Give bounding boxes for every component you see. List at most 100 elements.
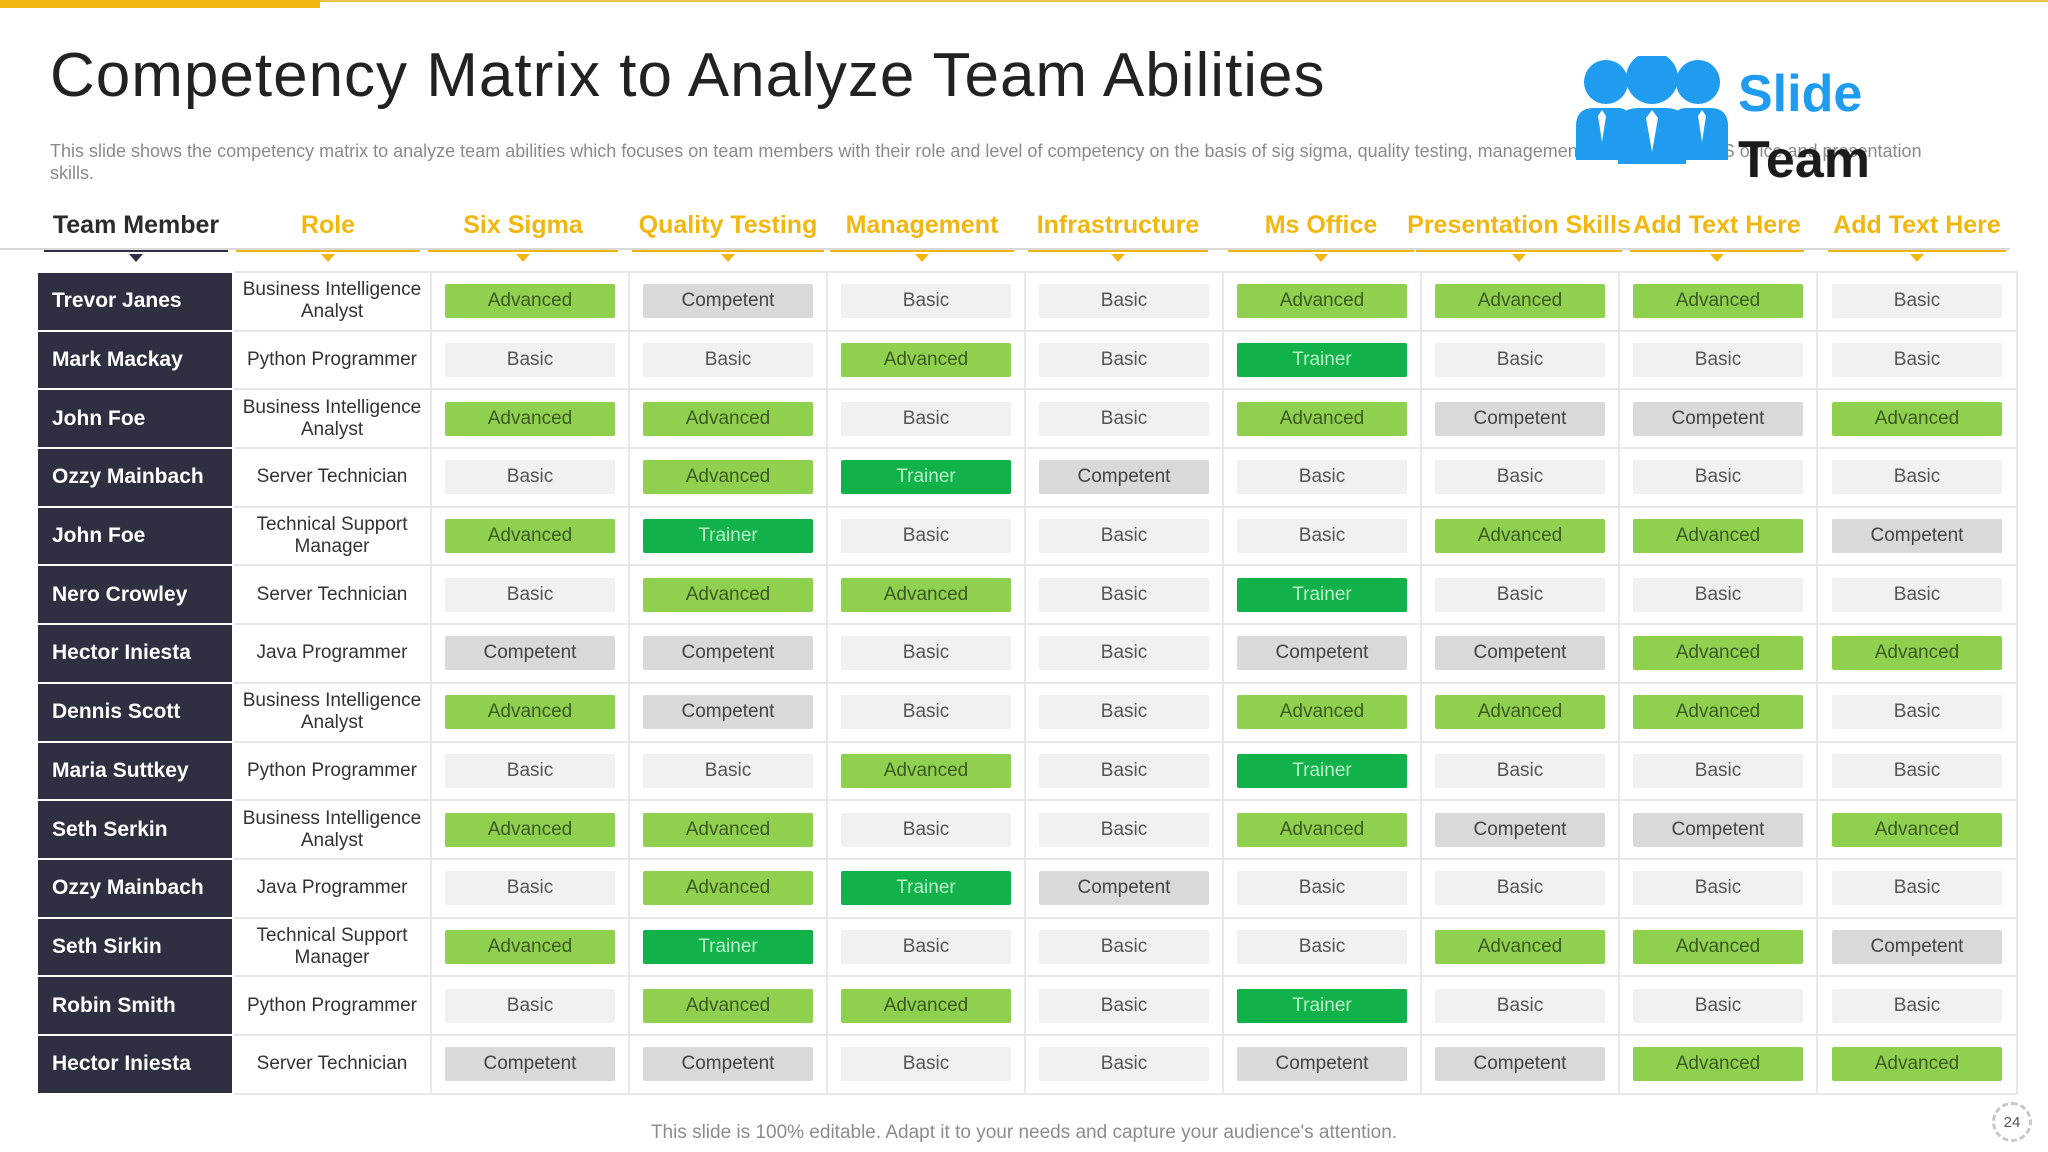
competency-level-badge: Basic bbox=[1832, 460, 2002, 495]
competency-level-badge: Advanced bbox=[643, 401, 813, 436]
skill-cell: Competent bbox=[1024, 857, 1224, 919]
competency-level-badge: Basic bbox=[1435, 988, 1605, 1023]
skill-cell: Advanced bbox=[1618, 1033, 1818, 1095]
skill-cell: Basic bbox=[826, 681, 1026, 743]
competency-level-badge: Basic bbox=[841, 519, 1011, 554]
competency-level-badge: Basic bbox=[1633, 871, 1803, 906]
skill-cell: Advanced bbox=[1420, 916, 1620, 978]
member-role: Technical Support Manager bbox=[232, 505, 432, 567]
competency-level-badge: Competent bbox=[445, 636, 615, 671]
skill-cell: Basic bbox=[628, 329, 828, 391]
competency-level-badge: Basic bbox=[1039, 401, 1209, 436]
competency-level-badge: Advanced bbox=[841, 753, 1011, 788]
member-role: Business Intelligence Analyst bbox=[232, 388, 432, 450]
skill-cell: Advanced bbox=[1618, 623, 1818, 684]
competency-level-badge: Advanced bbox=[643, 460, 813, 495]
table-row: Robin Smith Python Programmer Basic Advance… bbox=[36, 975, 2018, 1036]
skill-cell: Basic bbox=[430, 447, 630, 508]
skill-cell: Basic bbox=[430, 329, 630, 391]
skill-cell: Basic bbox=[430, 975, 630, 1036]
skill-cell: Competent bbox=[1420, 1033, 1620, 1095]
competency-level-badge: Basic bbox=[1435, 343, 1605, 378]
skill-cell: Basic bbox=[1618, 975, 1818, 1036]
skill-cell: Trainer bbox=[628, 505, 828, 567]
table-row: Ozzy Mainbach Server Technician Basic Advan… bbox=[36, 447, 2018, 508]
skill-cell: Advanced bbox=[1222, 271, 1422, 332]
competency-level-badge: Basic bbox=[1039, 929, 1209, 964]
competency-level-badge: Basic bbox=[445, 343, 615, 378]
top-divider-line bbox=[320, 0, 2048, 2]
competency-level-badge: Trainer bbox=[1237, 988, 1407, 1023]
skill-cell: Basic bbox=[1816, 564, 2018, 626]
competency-level-badge: Basic bbox=[1832, 871, 2002, 906]
header-management: Management bbox=[830, 200, 1014, 262]
skill-cell: Basic bbox=[430, 740, 630, 802]
member-role: Server Technician bbox=[232, 1033, 432, 1095]
slide-footer: This slide is 100% editable. Adapt it to… bbox=[650, 1122, 1398, 1143]
competency-level-badge: Basic bbox=[1633, 988, 1803, 1023]
skill-cell: Basic bbox=[1420, 740, 1620, 802]
competency-level-badge: Basic bbox=[1435, 753, 1605, 788]
header-label: Quality Testing bbox=[638, 210, 818, 239]
skill-cell: Basic bbox=[1420, 447, 1620, 508]
skill-cell: Basic bbox=[628, 740, 828, 802]
skill-cell: Competent bbox=[628, 271, 828, 332]
skill-cell: Basic bbox=[826, 1033, 1026, 1095]
skill-cell: Basic bbox=[1024, 1033, 1224, 1095]
header-presentation-skills: Presentation Skills bbox=[1407, 200, 1631, 262]
competency-level-badge: Advanced bbox=[1237, 401, 1407, 436]
skill-cell: Advanced bbox=[628, 857, 828, 919]
competency-level-badge: Advanced bbox=[445, 519, 615, 554]
skill-cell: Competent bbox=[1816, 916, 2018, 978]
skill-cell: Competent bbox=[1222, 1033, 1422, 1095]
competency-level-badge: Basic bbox=[1237, 929, 1407, 964]
skill-cell: Basic bbox=[1420, 975, 1620, 1036]
competency-level-badge: Competent bbox=[1039, 460, 1209, 495]
skill-cell: Basic bbox=[1816, 857, 2018, 919]
skill-cell: Basic bbox=[1816, 271, 2018, 332]
competency-level-badge: Advanced bbox=[643, 577, 813, 612]
competency-level-badge: Basic bbox=[1633, 753, 1803, 788]
competency-level-badge: Competent bbox=[1832, 519, 2002, 554]
competency-level-badge: Basic bbox=[1832, 343, 2002, 378]
skill-cell: Basic bbox=[1816, 740, 2018, 802]
header-quality-testing: Quality Testing bbox=[632, 200, 824, 262]
competency-level-badge: Basic bbox=[643, 343, 813, 378]
competency-level-badge: Advanced bbox=[1435, 929, 1605, 964]
competency-level-badge: Basic bbox=[1435, 871, 1605, 906]
member-name: Seth Serkin bbox=[36, 799, 234, 860]
table-row: Seth Serkin Business Intelligence Analyst… bbox=[36, 799, 2018, 860]
member-name: John Foe bbox=[36, 388, 234, 450]
skill-cell: Basic bbox=[1024, 916, 1224, 978]
competency-level-badge: Competent bbox=[1237, 1047, 1407, 1082]
competency-level-badge: Basic bbox=[841, 695, 1011, 730]
member-name: Seth Sirkin bbox=[36, 916, 234, 978]
competency-level-badge: Trainer bbox=[1237, 577, 1407, 612]
competency-level-badge: Basic bbox=[1832, 753, 2002, 788]
competency-level-badge: Advanced bbox=[1832, 401, 2002, 436]
team-people-icon bbox=[1576, 56, 1728, 164]
header-role: Role bbox=[236, 200, 420, 262]
table-row: John Foe Business Intelligence Analyst Adv… bbox=[36, 388, 2018, 450]
skill-cell: Trainer bbox=[826, 857, 1026, 919]
skill-cell: Advanced bbox=[628, 975, 828, 1036]
competency-level-badge: Competent bbox=[643, 695, 813, 730]
competency-level-badge: Basic bbox=[445, 577, 615, 612]
table-row: John Foe Technical Support Manager Advance… bbox=[36, 505, 2018, 567]
skill-cell: Advanced bbox=[1618, 916, 1818, 978]
competency-level-badge: Competent bbox=[1039, 871, 1209, 906]
member-name: Hector Iniesta bbox=[36, 623, 234, 684]
skill-cell: Competent bbox=[1420, 623, 1620, 684]
skill-cell: Advanced bbox=[430, 271, 630, 332]
competency-level-badge: Advanced bbox=[841, 577, 1011, 612]
competency-level-badge: Basic bbox=[445, 988, 615, 1023]
competency-level-badge: Competent bbox=[1435, 812, 1605, 847]
skill-cell: Advanced bbox=[1222, 799, 1422, 860]
competency-level-badge: Basic bbox=[1832, 284, 2002, 319]
header-add-text-2: Add Text Here bbox=[1828, 200, 2006, 262]
competency-level-badge: Advanced bbox=[1237, 284, 1407, 319]
skill-cell: Trainer bbox=[1222, 740, 1422, 802]
competency-level-badge: Trainer bbox=[841, 460, 1011, 495]
competency-level-badge: Basic bbox=[445, 753, 615, 788]
skill-cell: Advanced bbox=[430, 799, 630, 860]
